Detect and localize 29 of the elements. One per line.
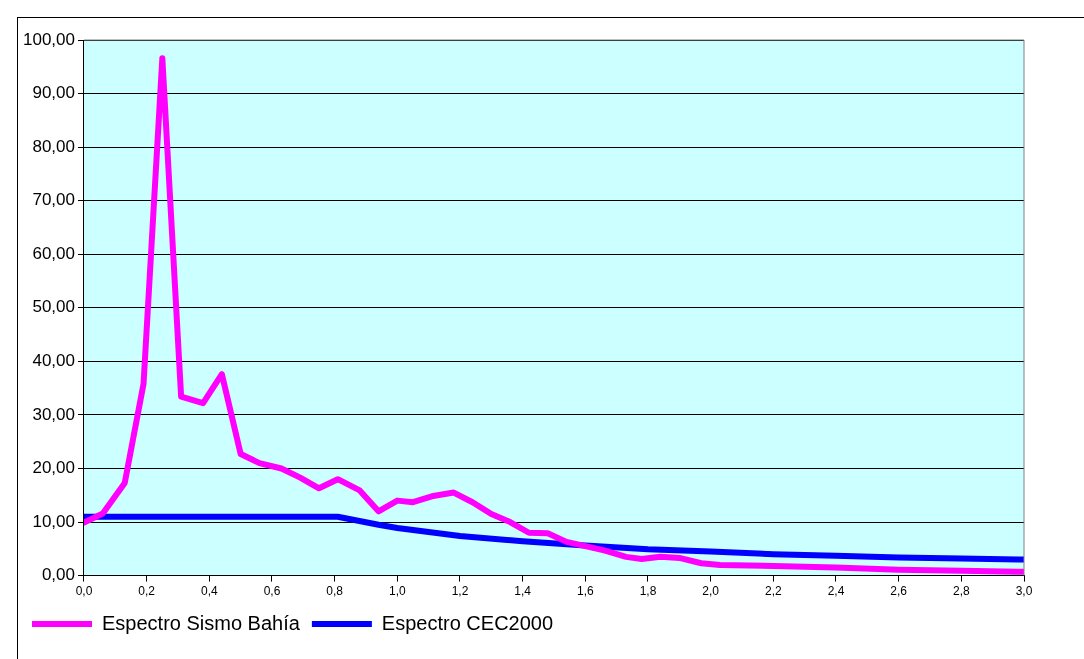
y-tick-label: 90,00 <box>32 83 75 103</box>
y-tick-label: 50,00 <box>32 297 75 317</box>
x-tick-label: 0,6 <box>263 584 281 599</box>
x-tick-label: 0,8 <box>326 584 344 599</box>
legend-label: Espectro CEC2000 <box>381 611 554 634</box>
x-tick-label: 2,4 <box>827 584 845 599</box>
y-tick-label: 70,00 <box>32 190 75 210</box>
y-tick-label: 60,00 <box>32 243 75 263</box>
y-tick-label: 20,00 <box>32 458 75 478</box>
y-tick-label: 80,00 <box>32 136 75 156</box>
x-tick-label: 2,8 <box>952 584 970 599</box>
y-tick-label: 0,00 <box>41 565 75 585</box>
x-tick-label: 1,6 <box>576 584 594 599</box>
x-tick-label: 2,0 <box>702 584 720 599</box>
x-tick-label: 1,4 <box>514 584 532 599</box>
y-tick-label: 30,00 <box>32 404 75 424</box>
x-tick-label: 0,4 <box>200 584 218 599</box>
x-tick-label: 0,2 <box>138 584 156 599</box>
y-tick-label: 10,00 <box>32 511 75 531</box>
x-tick-label: 1,8 <box>639 584 657 599</box>
x-tick-label: 3,0 <box>1015 584 1033 599</box>
legend-label: Espectro Sismo Bahía <box>102 611 301 634</box>
x-tick-label: 0,0 <box>75 584 93 599</box>
x-tick-label: 1,2 <box>451 584 469 599</box>
x-tick-label: 1,0 <box>388 584 406 599</box>
x-tick-label: 2,2 <box>764 584 782 599</box>
y-tick-label: 40,00 <box>32 351 75 371</box>
x-tick-label: 2,6 <box>890 584 908 599</box>
y-tick-label: 100,00 <box>23 29 75 49</box>
